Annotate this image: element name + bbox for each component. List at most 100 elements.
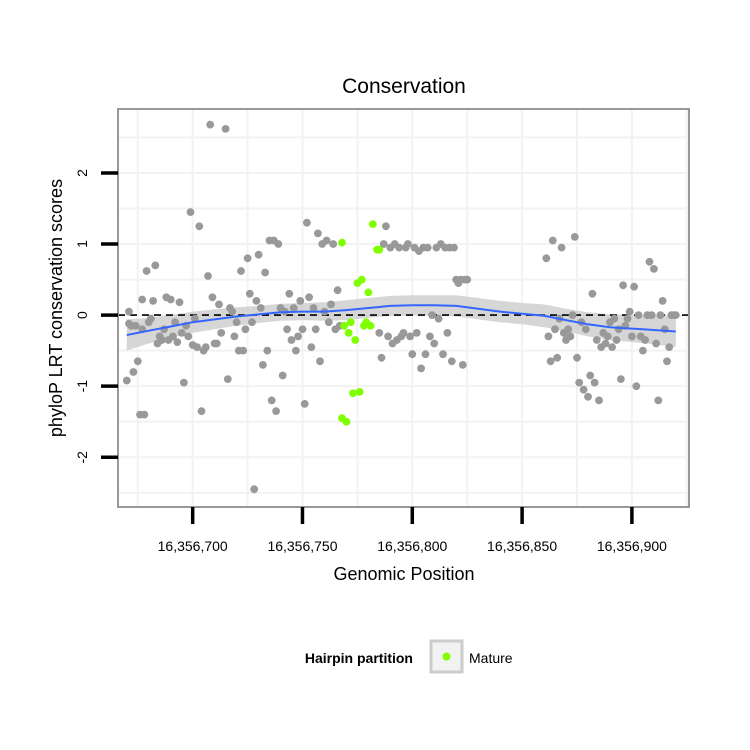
point-other <box>309 304 318 312</box>
x-axis-label: Genomic Position <box>333 564 474 584</box>
point-other <box>274 240 283 248</box>
x-tick-label: 16,356,700 <box>158 538 228 554</box>
point-other <box>581 325 590 334</box>
point-other <box>278 371 287 380</box>
plot-panel <box>117 108 690 508</box>
point-other <box>617 375 625 383</box>
point-other <box>450 243 458 252</box>
point-other <box>195 222 204 231</box>
point-other <box>566 332 575 341</box>
point-other <box>223 375 232 383</box>
point-other <box>408 350 417 359</box>
point-other <box>333 286 342 295</box>
point-other <box>193 343 202 351</box>
point-mature <box>346 318 355 327</box>
point-other <box>294 332 302 341</box>
point-other <box>206 120 215 129</box>
point-other <box>458 361 467 369</box>
point-other <box>379 240 388 248</box>
point-other <box>564 325 573 334</box>
point-other <box>272 407 280 415</box>
point-other <box>263 346 272 355</box>
point-other <box>612 336 621 344</box>
point-other <box>316 357 324 366</box>
point-other <box>557 243 566 252</box>
y-axis: -2 -1 0 1 2 <box>74 169 118 464</box>
point-other <box>652 339 660 348</box>
point-other <box>201 343 210 351</box>
point-other <box>575 378 584 387</box>
point-other <box>122 376 131 385</box>
point-other <box>588 289 597 298</box>
point-other <box>166 295 175 304</box>
point-other <box>232 318 241 327</box>
point-other <box>129 368 138 376</box>
point-other <box>191 314 199 323</box>
y-tick-label: 1 <box>74 240 90 248</box>
point-other <box>327 300 335 309</box>
point-other <box>204 272 212 280</box>
point-mature <box>342 417 351 426</box>
point-other <box>570 233 579 241</box>
point-other <box>228 307 237 316</box>
point-other <box>283 325 291 334</box>
point-other <box>650 265 658 273</box>
point-other <box>221 124 230 133</box>
point-other <box>245 289 254 298</box>
smooth-line-path <box>126 304 676 336</box>
point-other <box>292 346 300 355</box>
x-tick-label: 16,356,800 <box>377 538 447 554</box>
point-other <box>641 336 649 344</box>
point-other <box>586 371 595 380</box>
y-tick-label: -1 <box>74 380 90 393</box>
point-other <box>133 357 142 366</box>
point-other <box>140 410 149 419</box>
y-axis-label: phyloP LRT conservation scores <box>46 179 66 437</box>
point-other <box>184 332 193 341</box>
point-other <box>142 267 151 275</box>
point-other <box>239 346 248 355</box>
point-other <box>237 267 245 275</box>
point-other <box>551 325 559 334</box>
point-other <box>217 329 226 337</box>
point-other <box>395 243 403 252</box>
point-other <box>173 338 182 346</box>
point-other <box>131 321 140 330</box>
point-other <box>632 382 641 391</box>
point-mature <box>344 329 353 337</box>
smooth-trend-line <box>126 304 676 336</box>
point-other <box>447 357 456 366</box>
point-other <box>544 332 553 341</box>
legend-title: Hairpin partition <box>305 650 413 666</box>
point-other <box>601 339 610 348</box>
point-other <box>656 311 665 319</box>
point-other <box>568 311 577 319</box>
point-mature <box>351 336 360 344</box>
point-other <box>307 343 316 351</box>
point-other <box>171 318 180 327</box>
point-other <box>630 282 638 291</box>
point-other <box>125 307 133 316</box>
point-other <box>303 218 311 227</box>
point-other <box>634 311 643 319</box>
point-other <box>305 293 313 302</box>
point-other <box>382 222 390 231</box>
point-other <box>463 275 472 284</box>
point-other <box>614 325 623 334</box>
point-other <box>329 240 338 248</box>
point-other <box>267 396 276 405</box>
point-other <box>250 485 259 494</box>
panel-border <box>117 108 690 508</box>
point-other <box>241 325 250 334</box>
point-other <box>149 297 158 305</box>
point-other <box>175 298 184 307</box>
point-other <box>595 396 603 405</box>
point-other <box>215 300 223 309</box>
x-axis: 16,356,700 16,356,750 16,356,800 16,356,850… <box>158 507 667 554</box>
point-mature <box>338 238 346 247</box>
scatter-points <box>122 120 680 494</box>
point-other <box>158 336 166 344</box>
point-other <box>428 311 436 319</box>
point-other <box>663 357 671 366</box>
